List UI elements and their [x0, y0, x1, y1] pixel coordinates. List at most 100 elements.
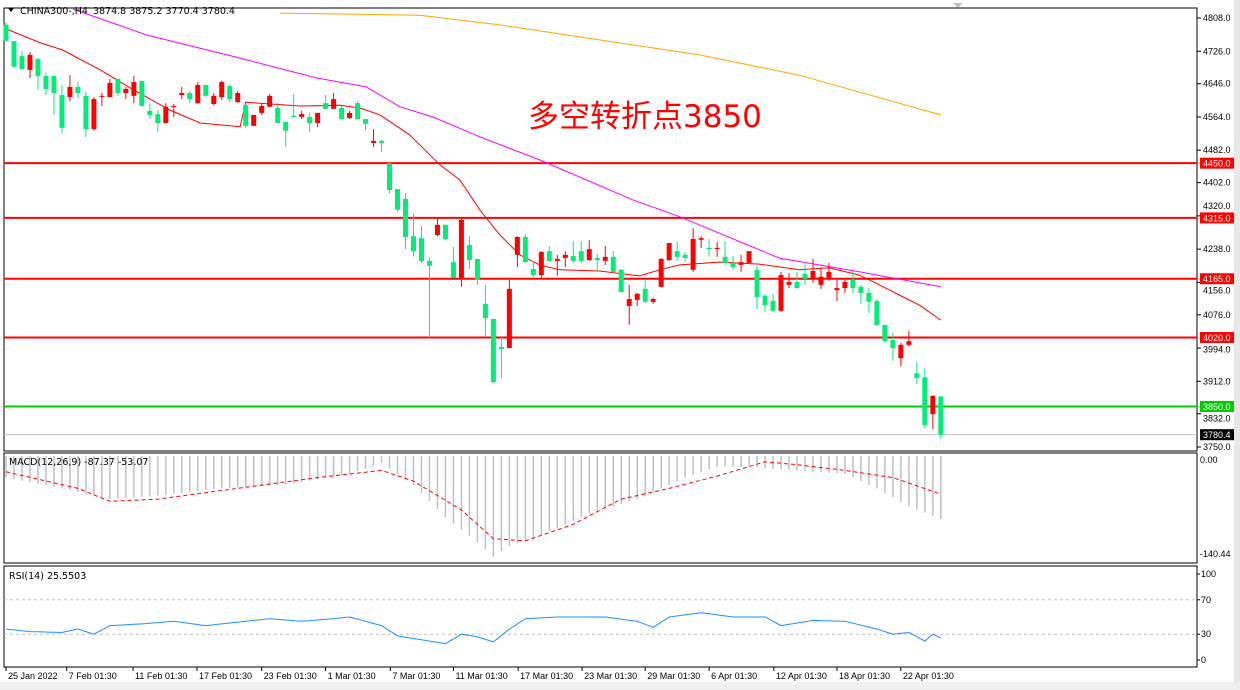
candle-body: [602, 256, 608, 261]
time-tick-label: 25 Jan 2022: [8, 671, 58, 681]
symbol-label: CHINA300-,H4: [20, 6, 88, 17]
moving-average-line-ma_slow: [280, 12, 941, 116]
candle: [163, 103, 169, 124]
candle-body: [658, 258, 664, 287]
candle-body: [67, 86, 73, 98]
macd-signal-line: [5, 461, 941, 542]
price-level-label: 4165.0: [1203, 274, 1231, 284]
candle: [834, 279, 840, 302]
candle-body: [227, 86, 233, 100]
candle: [682, 251, 688, 263]
time-tick-label: 12 Apr 01:30: [776, 671, 827, 681]
annotation-text: 多空转折点3850: [528, 99, 762, 135]
candle: [203, 84, 209, 98]
candle-body: [315, 112, 321, 124]
candle: [123, 86, 129, 100]
candle: [618, 269, 624, 293]
candle-body: [538, 251, 544, 276]
candle-body: [874, 301, 880, 325]
candle: [403, 193, 408, 250]
chart-shift-marker-icon[interactable]: [953, 3, 963, 8]
candle: [914, 361, 920, 385]
candle: [275, 103, 281, 124]
candle: [355, 101, 361, 119]
candle: [530, 260, 536, 278]
candle: [770, 293, 776, 312]
candle-body: [610, 256, 616, 272]
candle-body: [187, 93, 193, 100]
candle-body: [730, 262, 736, 267]
price-tick-label: 4156.0: [1203, 286, 1231, 296]
candle-body: [195, 84, 201, 104]
candle: [482, 284, 488, 338]
candle: [634, 292, 640, 306]
candle-body: [490, 318, 496, 383]
time-tick-label: 29 Mar 01:30: [647, 671, 700, 681]
candle: [251, 114, 257, 126]
price-tick-label: 3750.0: [1203, 442, 1231, 452]
candle-body: [363, 118, 369, 124]
current-price-label: 3780.4: [1203, 430, 1231, 440]
candle: [778, 271, 784, 312]
time-tick-label: 11 Feb 01:30: [135, 671, 187, 681]
price-tick-label: 4564.0: [1203, 112, 1231, 122]
candle-body: [83, 95, 89, 130]
candle-body: [698, 238, 704, 240]
candle-body: [818, 276, 824, 285]
candle-body: [27, 54, 33, 70]
candle: [586, 240, 592, 261]
candle-body: [51, 75, 57, 94]
candle: [466, 236, 472, 270]
candle: [315, 112, 321, 128]
candle-body: [482, 303, 488, 319]
header-collapse-icon[interactable]: [8, 8, 14, 12]
time-tick-label: 7 Feb 01:30: [69, 671, 117, 681]
price-level-label: 4315.0: [1203, 213, 1231, 223]
candle: [395, 189, 401, 212]
price-level-label-bg: [1200, 332, 1234, 344]
candle: [3, 22, 9, 42]
candle: [187, 90, 193, 104]
candle-body: [786, 281, 792, 285]
window-edge: [1234, 0, 1240, 690]
price-axis: 4808.0 4726.0 4646.0 4564.0 4482.0 4402.0 4320…: [1197, 13, 1231, 452]
candle: [11, 41, 17, 68]
candle-body: [778, 275, 784, 311]
candle-body: [466, 245, 472, 261]
candle: [498, 337, 504, 379]
candle-body: [179, 93, 185, 96]
candle-body: [163, 106, 169, 124]
candle: [474, 258, 480, 285]
time-tick-label: 18 Apr 01:30: [839, 671, 890, 681]
candle-body: [634, 293, 640, 300]
candle-body: [850, 279, 856, 289]
current-price-label-bg: [1200, 429, 1234, 441]
candle-body: [938, 396, 944, 435]
candle: [27, 52, 33, 79]
candle-body: [155, 114, 161, 124]
candle-body: [442, 224, 448, 239]
rsi-axis-label: 70: [1201, 595, 1211, 605]
time-tick-label: 17 Feb 01:30: [199, 671, 252, 681]
candle-body: [426, 260, 432, 266]
candle-body: [379, 140, 385, 143]
candle: [434, 217, 440, 237]
candle: [538, 251, 544, 278]
candle-body: [586, 249, 592, 261]
time-tick-label: 22 Apr 01:30: [903, 671, 954, 681]
candle-body: [562, 254, 568, 259]
candle-body: [371, 140, 377, 143]
rsi-title: RSI(14) 25.5503: [9, 571, 86, 582]
candle-body: [43, 75, 49, 89]
macd-panel-frame: [3, 452, 1198, 564]
price-level-label-bg: [1200, 157, 1234, 169]
candle-body: [403, 198, 408, 237]
candle: [107, 78, 113, 98]
candle: [874, 299, 880, 325]
candle-body: [546, 251, 552, 261]
candle: [99, 93, 105, 106]
candle: [594, 254, 600, 272]
candle: [379, 139, 385, 152]
time-tick-label: 11 Mar 01:30: [455, 671, 507, 681]
